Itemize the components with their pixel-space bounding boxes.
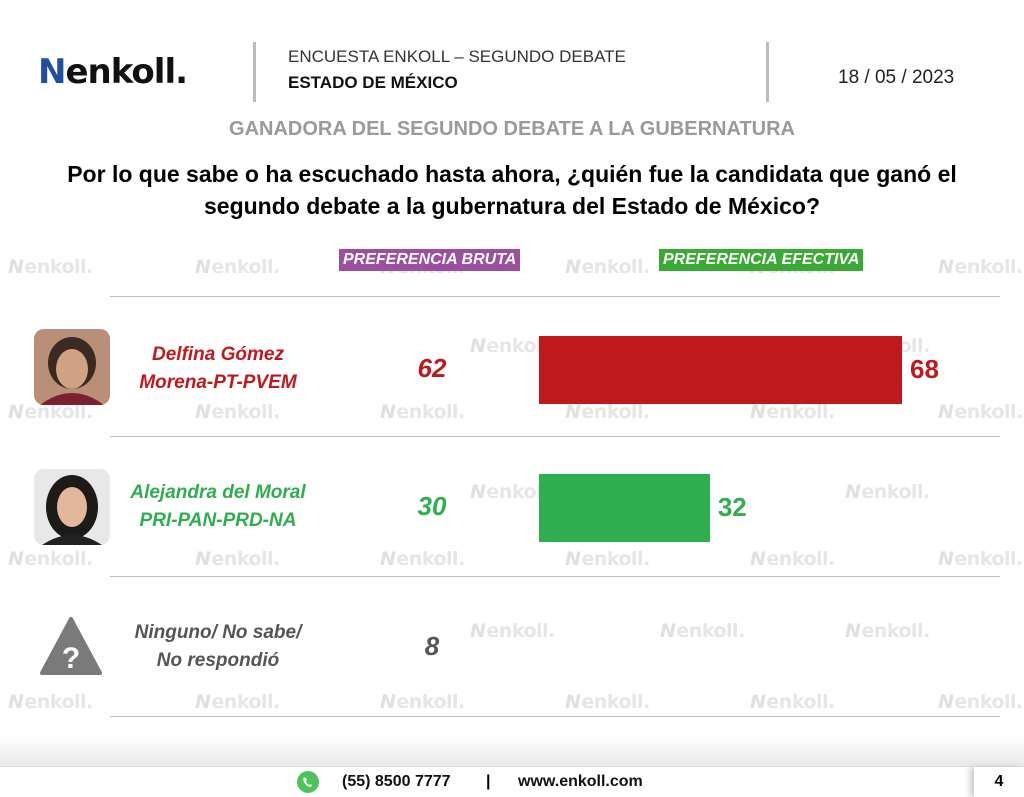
survey-question: Por lo que sabe o ha escuchado hasta aho… xyxy=(0,158,1024,222)
bruta-value-label: 30 xyxy=(417,491,447,521)
footer-separator: | xyxy=(486,773,491,790)
enkoll-watermark: enkoll. xyxy=(8,256,93,278)
row-divider xyxy=(110,576,1000,577)
state-title: ESTADO DE MÉXICO xyxy=(288,73,458,92)
enkoll-watermark: enkoll. xyxy=(8,691,93,713)
enkoll-watermark: enkoll. xyxy=(565,691,650,713)
delfina-gomez-photo xyxy=(34,329,110,405)
enkoll-watermark: enkoll. xyxy=(845,620,930,642)
enkoll-watermark: enkoll. xyxy=(938,691,1023,713)
efectiva-bar xyxy=(539,474,710,542)
enkoll-watermark: enkoll. xyxy=(8,401,93,423)
candidate-party: Morena-PT-PVEM xyxy=(139,372,297,393)
enkoll-watermark: enkoll. xyxy=(565,548,650,570)
enkoll-watermark: enkoll. xyxy=(565,401,650,423)
whatsapp-icon xyxy=(297,771,319,793)
header-divider xyxy=(253,42,256,102)
enkoll-watermark: enkoll. xyxy=(845,481,930,503)
candidate-party: PRI-PAN-PRD-NA xyxy=(139,510,297,531)
enkoll-watermark: enkoll. xyxy=(660,620,745,642)
enkoll-watermark: enkoll. xyxy=(380,691,465,713)
enkoll-watermark: enkoll. xyxy=(750,691,835,713)
svg-text:?: ? xyxy=(62,642,80,675)
enkoll-watermark: enkoll. xyxy=(470,335,555,357)
footer-website[interactable]: www.enkoll.com xyxy=(518,773,643,790)
enkoll-watermark: enkoll. xyxy=(750,548,835,570)
alejandra-del-moral-photo xyxy=(34,469,110,545)
efectiva-bar xyxy=(539,336,902,404)
enkoll-watermark: enkoll. xyxy=(938,548,1023,570)
enkoll-watermark: enkoll. xyxy=(470,481,555,503)
candidate-party: No respondió xyxy=(156,650,280,671)
candidate-label: Delfina Gómez Morena-PT-PVEM xyxy=(98,341,338,397)
enkoll-watermark: enkoll. xyxy=(380,401,465,423)
efectiva-value-label: 68 xyxy=(910,354,939,384)
candidate-name: Ninguno/ No sabe/ xyxy=(134,622,302,643)
page-number: 4 xyxy=(974,767,1024,797)
enkoll-watermark: enkoll. xyxy=(565,256,650,278)
candidate-name: Alejandra del Moral xyxy=(130,482,306,503)
bruta-value-label: 62 xyxy=(417,353,447,383)
candidate-label: Alejandra del Moral PRI-PAN-PRD-NA xyxy=(98,479,338,535)
row-divider xyxy=(110,436,1000,437)
efectiva-value-label: 32 xyxy=(717,492,747,522)
legend-preferencia-efectiva: PREFERENCIA EFECTIVA xyxy=(659,249,864,271)
enkoll-watermark: enkoll. xyxy=(195,548,280,570)
legend-preferencia-bruta: PREFERENCIA BRUTA xyxy=(339,249,521,271)
question-line: segundo debate a la gubernatura del Esta… xyxy=(203,193,820,219)
enkoll-watermark: enkoll. xyxy=(195,401,280,423)
enkoll-watermark: enkoll. xyxy=(8,548,93,570)
enkoll-watermark: enkoll. xyxy=(470,620,555,642)
enkoll-logo: Nenkoll. xyxy=(38,52,188,92)
enkoll-watermark: enkoll. xyxy=(380,548,465,570)
enkoll-watermark: enkoll. xyxy=(938,256,1023,278)
enkoll-watermark: enkoll. xyxy=(938,401,1023,423)
candidate-label: Ninguno/ No sabe/No respondió xyxy=(98,619,338,675)
footer: (55) 8500 7777 | www.enkoll.com 4 xyxy=(0,766,1024,797)
row-divider xyxy=(110,716,1000,717)
enkoll-watermark: enkoll. xyxy=(195,691,280,713)
question-mark-warning-icon: ? xyxy=(40,616,102,676)
row-divider xyxy=(110,296,1000,297)
survey-date: 18 / 05 / 2023 xyxy=(838,67,955,88)
candidate-name: Delfina Gómez xyxy=(152,344,284,365)
footer-phone: (55) 8500 7777 xyxy=(342,773,451,790)
question-line: Por lo que sabe o ha escuchado hasta aho… xyxy=(67,161,957,187)
enkoll-watermark: enkoll. xyxy=(195,256,280,278)
header-divider xyxy=(766,42,769,102)
enkoll-watermark: enkoll. xyxy=(750,401,835,423)
footer-shadow xyxy=(0,735,1024,766)
bruta-value-label: 8 xyxy=(424,631,440,661)
survey-title: ENCUESTA ENKOLL – SEGUNDO DEBATE xyxy=(288,47,626,66)
chart-subtitle: GANADORA DEL SEGUNDO DEBATE A LA GUBERNA… xyxy=(229,118,795,140)
